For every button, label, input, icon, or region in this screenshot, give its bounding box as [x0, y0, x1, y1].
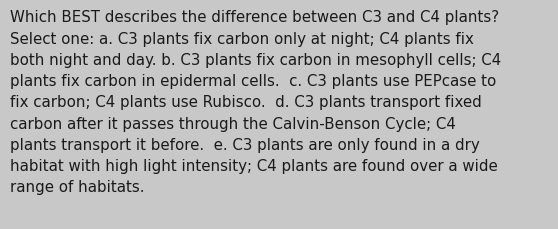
- Text: Which BEST describes the difference between C3 and C4 plants?
Select one: a. C3 : Which BEST describes the difference betw…: [10, 10, 501, 194]
